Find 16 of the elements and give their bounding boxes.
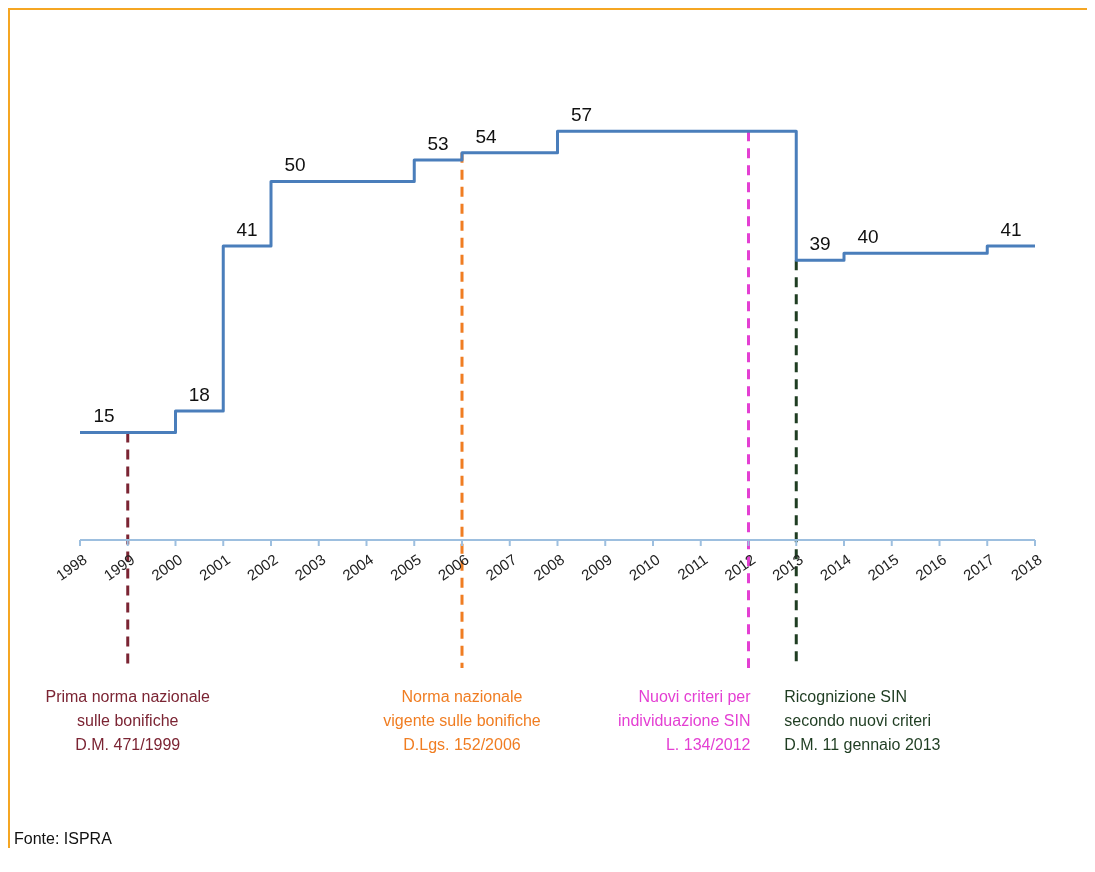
x-tick-label: 2011 [674, 550, 711, 583]
ref-line-label: Norma nazionale vigente sulle bonifiche D.Lgs. 152/2006 [383, 688, 541, 753]
data-label: 53 [427, 132, 449, 154]
data-label: 40 [857, 226, 879, 248]
data-label: 18 [188, 383, 210, 405]
data-label: 50 [284, 154, 306, 176]
data-label: 41 [236, 219, 258, 241]
data-label: 15 [93, 405, 115, 427]
data-label: 41 [1000, 219, 1022, 241]
data-label: 57 [570, 104, 593, 126]
ref-line-label: Nuovi criteri per individuazione SIN L. 134/2012 [617, 688, 752, 753]
data-label: 39 [809, 233, 831, 255]
data-label: 54 [475, 125, 497, 147]
source-note: Fonte: ISPRA [13, 830, 113, 848]
ref-line-label: Prima norma nazionale sulle bonifiche D.M. 471/1999 [45, 688, 211, 753]
ref-line-label: Ricognizione SIN secondo nuovi criteri D.M. 11 gennaio 2013 [784, 688, 941, 753]
